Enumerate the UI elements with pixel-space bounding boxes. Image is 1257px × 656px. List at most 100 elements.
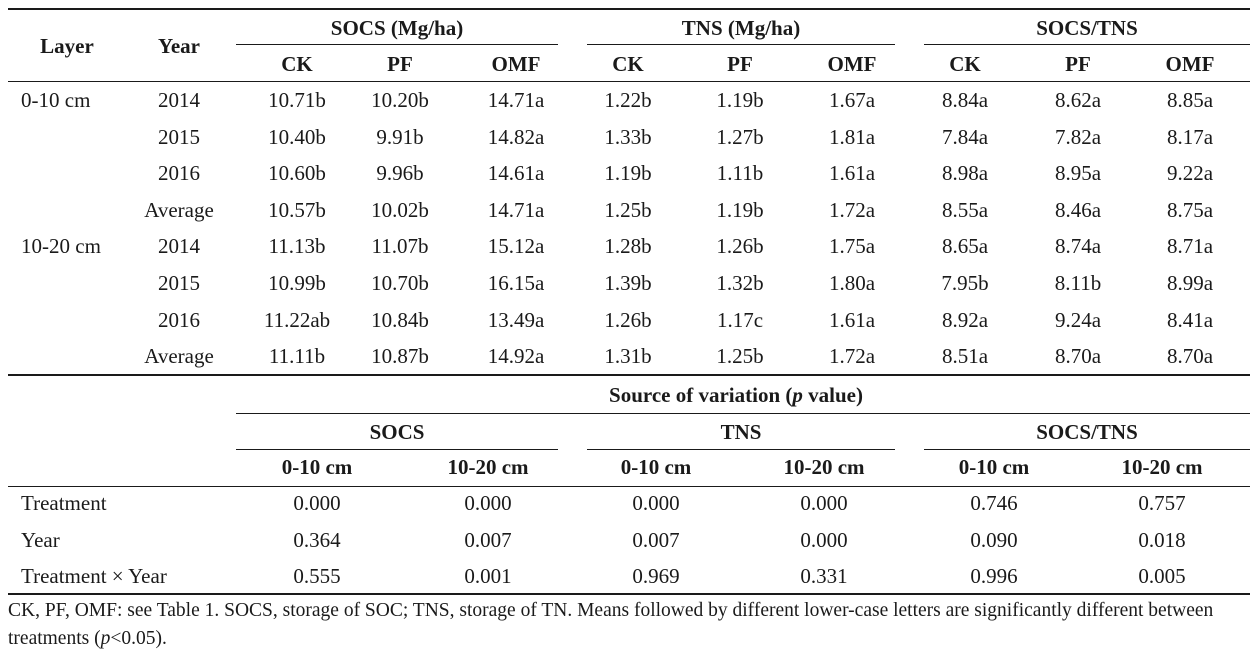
value-cell: 8.17a — [1166, 124, 1214, 149]
t2-group-socs-tns: SOCS/TNS — [1036, 420, 1138, 444]
value-cell: 1.81a — [828, 124, 876, 149]
value-cell: 8.11b — [1054, 271, 1102, 295]
value-cell: 8.95a — [1054, 161, 1102, 186]
t2-group-tns: TNS — [720, 420, 762, 444]
year-cell: 2015 — [158, 271, 200, 295]
t2-group-socs: SOCS — [369, 420, 425, 444]
value-cell: 8.62a — [1054, 88, 1102, 112]
value-cell: 1.22b — [604, 88, 652, 112]
value-cell: 10.84b — [371, 307, 429, 332]
value-cell: 7.95b — [941, 271, 989, 295]
year-cell: 2014 — [158, 88, 200, 112]
value-cell: 1.72a — [828, 197, 876, 222]
p-value-cell: 0.001 — [464, 564, 512, 589]
value-cell: 9.91b — [376, 124, 424, 149]
value-cell: 1.80a — [828, 271, 876, 295]
year-cell: 2016 — [158, 161, 200, 186]
p-value-cell: 0.969 — [632, 564, 680, 589]
header-socs: SOCS (Mg/ha) — [330, 16, 464, 40]
value-cell: 1.67a — [828, 88, 876, 112]
value-cell: 8.55a — [941, 197, 989, 222]
value-cell: 8.71a — [1166, 234, 1214, 259]
header-bottom-rule — [8, 81, 1250, 82]
p-value-cell: 0.000 — [464, 491, 512, 515]
p-value-cell: 0.007 — [464, 527, 512, 552]
value-cell: 7.84a — [941, 124, 989, 149]
ratio-group-rule — [924, 44, 1250, 45]
value-cell: 8.92a — [941, 307, 989, 332]
header-year: Year — [158, 34, 200, 58]
value-cell: 9.24a — [1054, 307, 1102, 332]
value-cell: 1.19b — [716, 197, 764, 222]
subheader-ck: CK — [612, 52, 644, 76]
value-cell: 1.11b — [716, 161, 764, 186]
value-cell: 8.75a — [1166, 197, 1214, 222]
source-label: Treatment × Year — [21, 564, 167, 589]
value-cell: 10.71b — [268, 88, 326, 112]
p-value-cell: 0.000 — [632, 491, 680, 515]
subheader-ck: CK — [949, 52, 981, 76]
value-cell: 9.22a — [1166, 161, 1214, 186]
value-cell: 1.19b — [716, 88, 764, 112]
value-cell: 1.61a — [828, 307, 876, 332]
subheader-omf: OMF — [491, 52, 541, 76]
value-cell: 14.71a — [487, 197, 545, 222]
t2-header-bottom-rule — [8, 486, 1250, 487]
t2-ratio-rule — [924, 449, 1250, 450]
t2-subheader: 0-10 cm — [281, 455, 353, 479]
year-cell: Average — [144, 197, 214, 222]
p-value-cell: 0.555 — [293, 564, 341, 589]
value-cell: 8.41a — [1166, 307, 1214, 332]
p-value-cell: 0.000 — [800, 491, 848, 515]
value-cell: 8.51a — [941, 344, 989, 369]
value-cell: 14.61a — [487, 161, 545, 186]
value-cell: 8.84a — [941, 88, 989, 112]
top-rule — [8, 8, 1250, 10]
socs-group-rule — [236, 44, 558, 45]
subheader-pf: PF — [727, 52, 753, 76]
header-tns: TNS (Mg/ha) — [681, 16, 801, 40]
layer-label: 0-10 cm — [21, 88, 91, 112]
value-cell: 1.27b — [716, 124, 764, 149]
value-cell: 10.87b — [371, 344, 429, 369]
header-socs-tns: SOCS/TNS — [1036, 16, 1138, 40]
value-cell: 1.26b — [716, 234, 764, 259]
p-value-cell: 0.000 — [800, 527, 848, 552]
p-value-cell: 0.364 — [293, 527, 341, 552]
value-cell: 8.46a — [1054, 197, 1102, 222]
p-value-cell: 0.005 — [1138, 564, 1186, 589]
value-cell: 14.71a — [487, 88, 545, 112]
value-cell: 7.82a — [1054, 124, 1102, 149]
value-cell: 1.31b — [604, 344, 652, 369]
value-cell: 1.39b — [604, 271, 652, 295]
value-cell: 10.99b — [268, 271, 326, 295]
value-cell: 14.82a — [487, 124, 545, 149]
t2-subheader: 10-20 cm — [783, 455, 865, 479]
p-value-cell: 0.996 — [970, 564, 1018, 589]
year-cell: Average — [144, 344, 214, 369]
subheader-pf: PF — [1065, 52, 1091, 76]
value-cell: 1.19b — [604, 161, 652, 186]
value-cell: 1.25b — [716, 344, 764, 369]
value-cell: 1.25b — [604, 197, 652, 222]
t2-bottom-rule — [8, 593, 1250, 595]
header-layer: Layer — [40, 34, 94, 58]
p-value-cell: 0.746 — [970, 491, 1018, 515]
value-cell: 10.40b — [268, 124, 326, 149]
tns-group-rule — [587, 44, 895, 45]
value-cell: 10.70b — [371, 271, 429, 295]
t2-subheader: 0-10 cm — [958, 455, 1030, 479]
source-label: Year — [21, 527, 60, 552]
p-value-cell: 0.018 — [1138, 527, 1186, 552]
value-cell: 1.32b — [716, 271, 764, 295]
t2-subheader: 0-10 cm — [620, 455, 692, 479]
value-cell: 8.74a — [1054, 234, 1102, 259]
t2-subheader: 10-20 cm — [1121, 455, 1203, 479]
value-cell: 9.96b — [376, 161, 424, 186]
value-cell: 8.70a — [1054, 344, 1102, 369]
t2-socs-rule — [236, 449, 558, 450]
value-cell: 8.65a — [941, 234, 989, 259]
value-cell: 8.98a — [941, 161, 989, 186]
table-footnote: CK, PF, OMF: see Table 1. SOCS, storage … — [8, 600, 1214, 649]
p-value-cell: 0.007 — [632, 527, 680, 552]
